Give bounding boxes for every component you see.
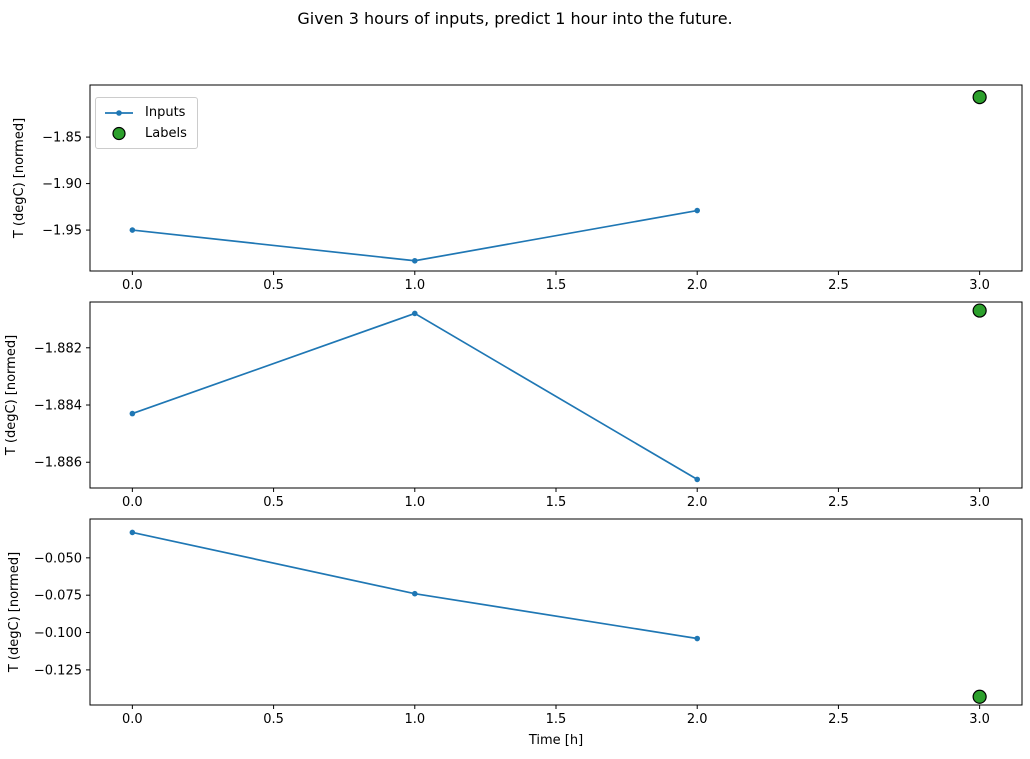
y-tick-label: −1.884 xyxy=(34,399,82,414)
inputs-marker xyxy=(694,635,701,642)
x-tick-label: 0.5 xyxy=(263,278,284,293)
inputs-marker xyxy=(411,590,418,597)
x-tick-label: 0.0 xyxy=(122,495,143,510)
x-tick-label: 1.5 xyxy=(546,278,567,293)
inputs-marker xyxy=(411,257,418,264)
chart-title: Given 3 hours of inputs, predict 1 hour … xyxy=(297,9,733,28)
labels-marker xyxy=(972,89,987,105)
x-tick-label: 0.5 xyxy=(263,495,284,510)
inputs-line xyxy=(132,312,698,481)
legend-item-labels: Labels xyxy=(103,123,187,144)
labels-marker xyxy=(972,689,987,704)
subplot-1: −1.85 −1.90 −1.95 0.0 0.5 1.0 1.5 2.0 2.5 3.0 T (d… xyxy=(12,84,1023,293)
inputs-line xyxy=(132,209,698,262)
y-tick-label: −0.100 xyxy=(34,626,82,641)
x-tick-label: 2.0 xyxy=(687,278,708,293)
x-tick-label: 3.0 xyxy=(969,278,990,293)
labels-marker xyxy=(972,303,987,318)
legend-label-labels: Labels xyxy=(145,126,187,141)
labels-scatter-icon xyxy=(112,126,126,141)
axes-frame xyxy=(89,518,1023,706)
x-tick-label: 2.5 xyxy=(828,712,849,727)
x-tick-label: 1.5 xyxy=(546,495,567,510)
subplot-3: −0.050 −0.075 −0.100 −0.125 0.0 0.5 1.0 1.5 2.0 2… xyxy=(7,518,1023,727)
inputs-marker xyxy=(129,410,136,417)
x-tick-label: 1.0 xyxy=(404,278,425,293)
inputs-marker xyxy=(694,476,701,483)
x-tick-label: 1.0 xyxy=(404,712,425,727)
x-tick-label: 2.5 xyxy=(828,495,849,510)
axes-frame xyxy=(89,301,1023,489)
y-axis-label: T (degC) [normed] xyxy=(12,118,27,239)
inputs-line-icon xyxy=(105,109,133,116)
y-tick-label: −1.85 xyxy=(42,131,82,146)
y-tick-label: −0.125 xyxy=(34,663,82,678)
legend-label-inputs: Inputs xyxy=(145,105,186,120)
inputs-marker xyxy=(411,310,418,317)
x-tick-label: 3.0 xyxy=(969,495,990,510)
inputs-marker xyxy=(129,529,136,536)
x-tick-label: 3.0 xyxy=(969,712,990,727)
inputs-marker xyxy=(129,227,136,233)
subplot-2: −1.882 −1.884 −1.886 0.0 0.5 1.0 1.5 2.0 2.5 3.0 T… xyxy=(4,301,1023,510)
y-tick-label: −1.882 xyxy=(34,341,82,356)
legend: Inputs Labels xyxy=(95,97,198,149)
x-axis-label: Time [h] xyxy=(528,733,583,748)
y-tick-label: −1.886 xyxy=(34,456,82,471)
y-tick-label: −0.075 xyxy=(34,589,82,604)
x-tick-label: 2.0 xyxy=(687,712,708,727)
y-axis-label: T (degC) [normed] xyxy=(7,552,22,673)
x-tick-label: 0.0 xyxy=(122,712,143,727)
y-tick-label: −0.050 xyxy=(34,551,82,566)
x-tick-label: 0.5 xyxy=(263,712,284,727)
x-tick-label: 2.0 xyxy=(687,495,708,510)
y-tick-label: −1.95 xyxy=(42,224,82,239)
x-tick-label: 1.0 xyxy=(404,495,425,510)
legend-item-inputs: Inputs xyxy=(103,102,187,123)
y-axis-label: T (degC) [normed] xyxy=(4,335,19,456)
inputs-line xyxy=(132,531,698,640)
inputs-marker xyxy=(694,207,701,214)
axes-frame xyxy=(89,84,1023,272)
x-tick-label: 1.5 xyxy=(546,712,567,727)
x-tick-label: 0.0 xyxy=(122,278,143,293)
y-tick-label: −1.90 xyxy=(42,177,82,192)
x-tick-label: 2.5 xyxy=(828,278,849,293)
